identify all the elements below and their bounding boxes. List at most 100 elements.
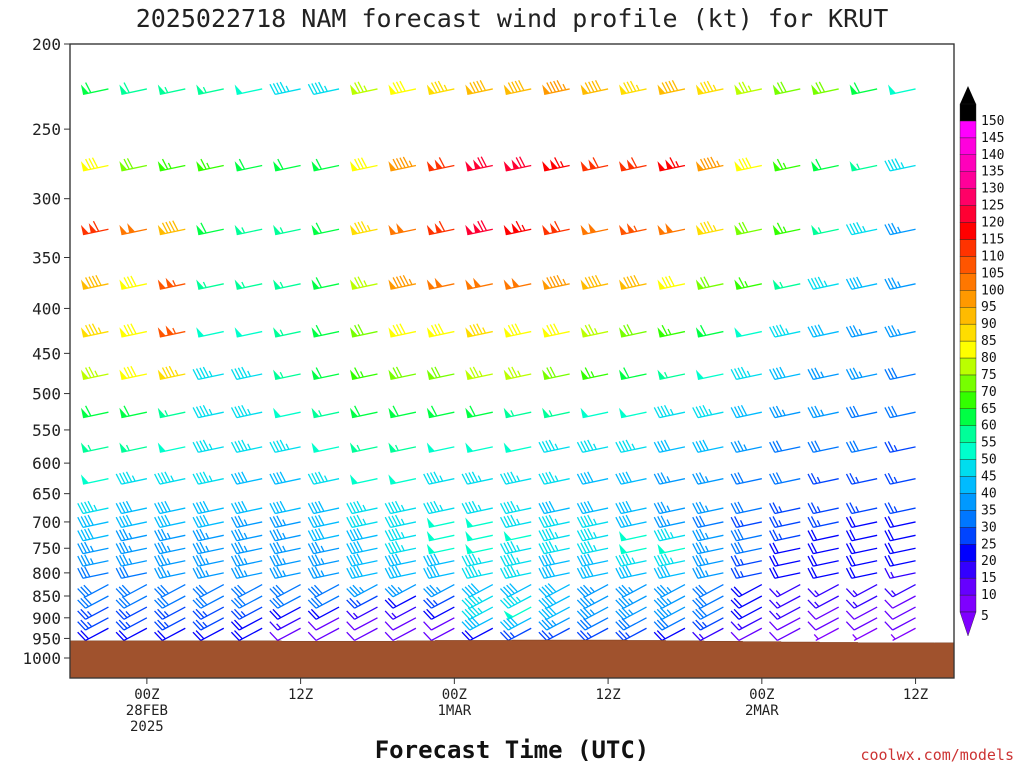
wind-barb [499,594,532,609]
wind-barb [465,442,493,453]
wind-barb [423,471,455,485]
wind-barb [423,595,455,609]
wind-barb [273,279,301,290]
wind-barb [349,221,378,236]
wind-barb [196,222,224,236]
wind-barb [772,81,801,95]
wind-barb [230,595,263,609]
wind-barb [269,515,301,528]
wind-barb [657,80,686,95]
colorbar-swatch [959,120,977,139]
wind-barb [115,617,148,631]
colorbar-swatch [959,442,977,460]
colorbar-label: 135 [981,165,1004,180]
wind-barb [538,541,570,555]
wind-barb [695,369,724,381]
plot-frame [69,43,955,679]
wind-barb [384,514,417,528]
wind-barb [465,405,493,419]
wind-barb [346,514,378,528]
wind-barb [653,439,686,453]
wind-barb [346,627,378,642]
colorbar-swatch [959,239,977,257]
wind-barb [154,471,186,485]
wind-barb [576,541,609,555]
wind-barb [115,528,148,542]
wind-barb [884,555,916,567]
wind-barb [845,405,878,419]
wind-barb [77,584,109,598]
wind-barb [115,471,148,485]
wind-barb [154,584,186,598]
wind-barb [542,366,570,381]
wind-barb [769,584,801,598]
wind-barb [807,367,839,381]
wind-barb [465,220,493,236]
wind-barb [80,274,109,290]
wind-barb [653,515,686,528]
wind-barb [192,627,225,642]
wind-barb [384,606,417,620]
wind-barb [192,554,224,567]
colorbar-label: 50 [981,453,997,468]
wind-barb [307,514,340,528]
wind-barb [346,500,378,515]
wind-barb [730,567,762,579]
colorbar-label: 80 [981,351,997,366]
wind-barb [695,324,724,338]
wind-barb [423,565,455,579]
colorbar-label: 70 [981,385,997,400]
y-tick-label: 650 [32,485,61,504]
wind-barb [423,627,455,642]
colorbar-top-arrow [960,86,976,104]
colorbar-label: 45 [981,470,997,485]
wind-barb [273,407,301,419]
wind-barb [196,327,224,338]
wind-barb [619,407,647,419]
wind-barb [845,555,878,567]
wind-barb [580,324,609,338]
wind-barb [499,616,532,631]
x-tick-label: 28FEB [126,703,168,719]
wind-barb [461,565,493,579]
wind-barb [845,617,878,631]
wind-barb [653,404,686,419]
wind-barb [154,541,186,555]
wind-barb [311,222,340,236]
wind-barb [269,606,301,620]
wind-barb [503,442,532,453]
wind-barb [772,222,801,236]
y-tick-label: 600 [32,454,61,473]
wind-barb [388,156,417,172]
wind-barb [154,606,186,620]
wind-barb [349,405,378,419]
wind-barb [730,555,762,567]
wind-barb [615,514,647,528]
terrain-fill [69,639,955,679]
wind-barb [426,220,455,236]
wind-barb [349,157,378,172]
wind-barb [542,80,570,95]
wind-barb [619,324,647,338]
wind-barb [307,554,340,567]
wind-barb [884,502,916,515]
colorbar-swatch [959,408,977,426]
wind-barb [538,471,570,485]
wind-barb [653,565,686,579]
credit-link[interactable]: coolwx.com/models [860,746,1014,764]
wind-barb [426,277,455,290]
wind-barb [157,325,186,338]
colorbar-label: 60 [981,419,997,434]
colorbar-label: 125 [981,199,1004,214]
wind-barb [461,616,494,631]
wind-barb [269,595,301,609]
wind-barb [730,627,763,642]
wind-barb [119,442,148,453]
wind-barb [692,404,724,419]
wind-barb [845,325,878,338]
wind-barb [192,514,224,528]
wind-barb [580,157,609,172]
colorbar-label: 65 [981,402,997,417]
colorbar-label: 85 [981,334,997,349]
wind-barb [196,158,224,172]
